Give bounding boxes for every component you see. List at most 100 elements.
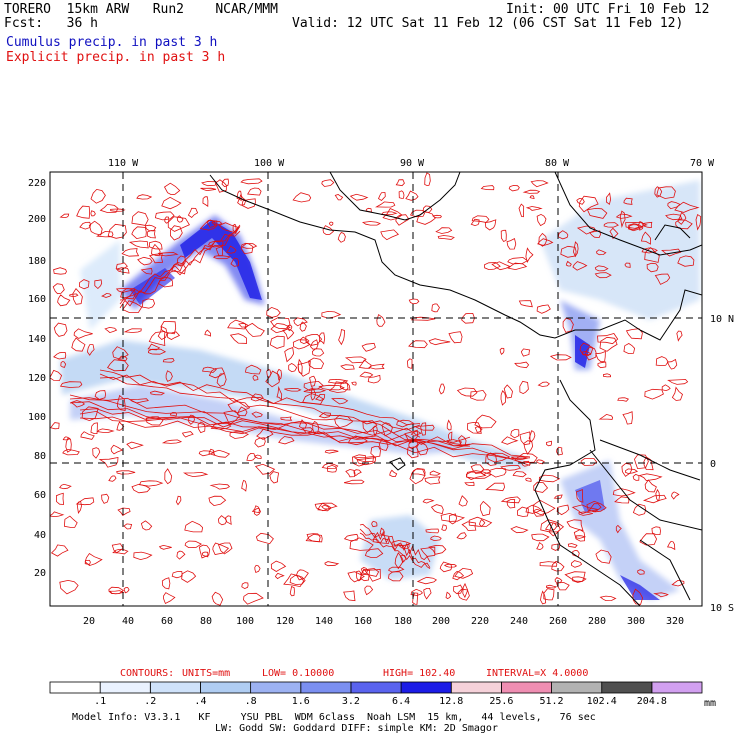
colorbar-label: 25.6: [489, 696, 513, 707]
precip-contour: [367, 374, 381, 384]
precip-contour: [525, 477, 532, 482]
precip-contour: [661, 248, 682, 257]
precip-contour: [349, 193, 369, 201]
precip-contour: [416, 210, 436, 225]
precip-contour: [148, 253, 164, 264]
precip-contour: [53, 322, 68, 337]
precip-contour: [97, 428, 115, 433]
precip-contour: [90, 422, 98, 435]
precip-contour: [474, 426, 483, 433]
precip-contour: [677, 211, 687, 225]
precip-contour: [123, 328, 142, 333]
precip-contour: [609, 227, 619, 240]
precip-contour: [266, 369, 272, 379]
precip-contour: [536, 541, 544, 551]
precip-contour: [334, 194, 344, 201]
precip-contour: [339, 380, 351, 391]
precip-contour: [57, 294, 71, 307]
precip-contour: [197, 421, 206, 434]
precip-contour: [269, 335, 285, 349]
precip-contour: [595, 549, 612, 564]
precip-contour: [671, 491, 680, 500]
precip-contour: [122, 300, 143, 313]
precip-contour: [510, 428, 520, 439]
precip-contour: [344, 479, 365, 485]
precip-contour: [562, 317, 574, 333]
precip-contour: [578, 195, 599, 213]
precip-contour: [424, 476, 441, 485]
precip-contour: [522, 189, 541, 194]
precip-contour: [345, 469, 356, 478]
precip-contour: [108, 586, 125, 595]
precip-contour: [240, 178, 263, 185]
precip-contour: [632, 503, 647, 516]
precip-contour: [284, 347, 295, 363]
lon-label-90w: 90 W: [400, 158, 425, 169]
precip-contour: [269, 471, 280, 484]
precip-contour: [137, 256, 153, 266]
precip-contour: [169, 225, 183, 241]
precip-contour: [73, 328, 93, 339]
colorbar-swatch: [200, 681, 252, 694]
precip-contour: [512, 471, 527, 478]
precip-contour: [376, 313, 386, 327]
x-tick: 80: [200, 616, 212, 627]
precip-contour: [557, 230, 569, 240]
precip-contour: [108, 475, 117, 482]
colorbar: mm .1 .2 .4 .8 1.6 3.2 6.4 12.8 25.6 51.2 102.4 204…: [49, 681, 716, 709]
precip-contour: [318, 332, 326, 345]
precip-contour: [351, 454, 366, 467]
central-america-coast: [209, 174, 641, 339]
precip-contour: [111, 543, 124, 554]
precip-contour: [615, 213, 633, 219]
precip-contour: [343, 533, 359, 542]
precip-contour: [148, 240, 163, 250]
precip-contour: [60, 361, 67, 368]
valid-time: Valid: 12 UTC Sat 11 Feb 12 (06 CST Sat …: [292, 16, 684, 31]
precip-contour: [278, 436, 295, 445]
precip-contour: [166, 331, 181, 340]
precip-contour: [537, 381, 550, 387]
south-america-coast: [534, 379, 641, 606]
precip-contour: [416, 576, 438, 585]
precip-contour: [282, 328, 295, 340]
precip-contour: [147, 343, 161, 351]
colorbar-unit: mm: [704, 698, 716, 709]
precip-contour: [204, 329, 212, 337]
precip-contour: [489, 467, 507, 478]
precip-contour: [531, 533, 550, 542]
precip-contour: [465, 471, 487, 480]
x-tick: 140: [315, 616, 333, 627]
precip-contour: [420, 546, 436, 557]
precip-contour: [216, 373, 227, 387]
precip-contour-band: [99, 376, 421, 438]
precip-contour: [364, 585, 374, 596]
coastlines: [209, 172, 702, 606]
precip-contour: [554, 577, 563, 584]
precip-contour: [486, 452, 511, 463]
precip-contour: [292, 192, 312, 203]
precip-contour: [86, 344, 95, 356]
precip-contour: [429, 470, 441, 476]
precip-contour: [252, 374, 259, 381]
precip-contour: [151, 243, 161, 257]
precip-contour: [206, 219, 216, 228]
precip-contour: [548, 522, 561, 537]
precip-contour: [53, 351, 67, 360]
precip-contour: [398, 543, 410, 550]
precip-contour: [471, 215, 490, 223]
precip-contour: [582, 350, 592, 357]
precip-contour: [518, 203, 525, 218]
precip-contour: [284, 388, 302, 392]
precip-contour: [198, 544, 211, 559]
precip-contour: [567, 543, 578, 548]
precip-contour: [588, 230, 601, 239]
precip-contour: [640, 231, 652, 245]
forecast-hour: Fcst: 36 h: [4, 16, 98, 31]
precip-contour: [572, 261, 588, 271]
precip-contour: [227, 401, 251, 414]
precip-contour: [614, 496, 630, 504]
precip-contour: [123, 523, 133, 530]
precip-contour: [667, 379, 689, 385]
precip-contour: [470, 218, 480, 227]
